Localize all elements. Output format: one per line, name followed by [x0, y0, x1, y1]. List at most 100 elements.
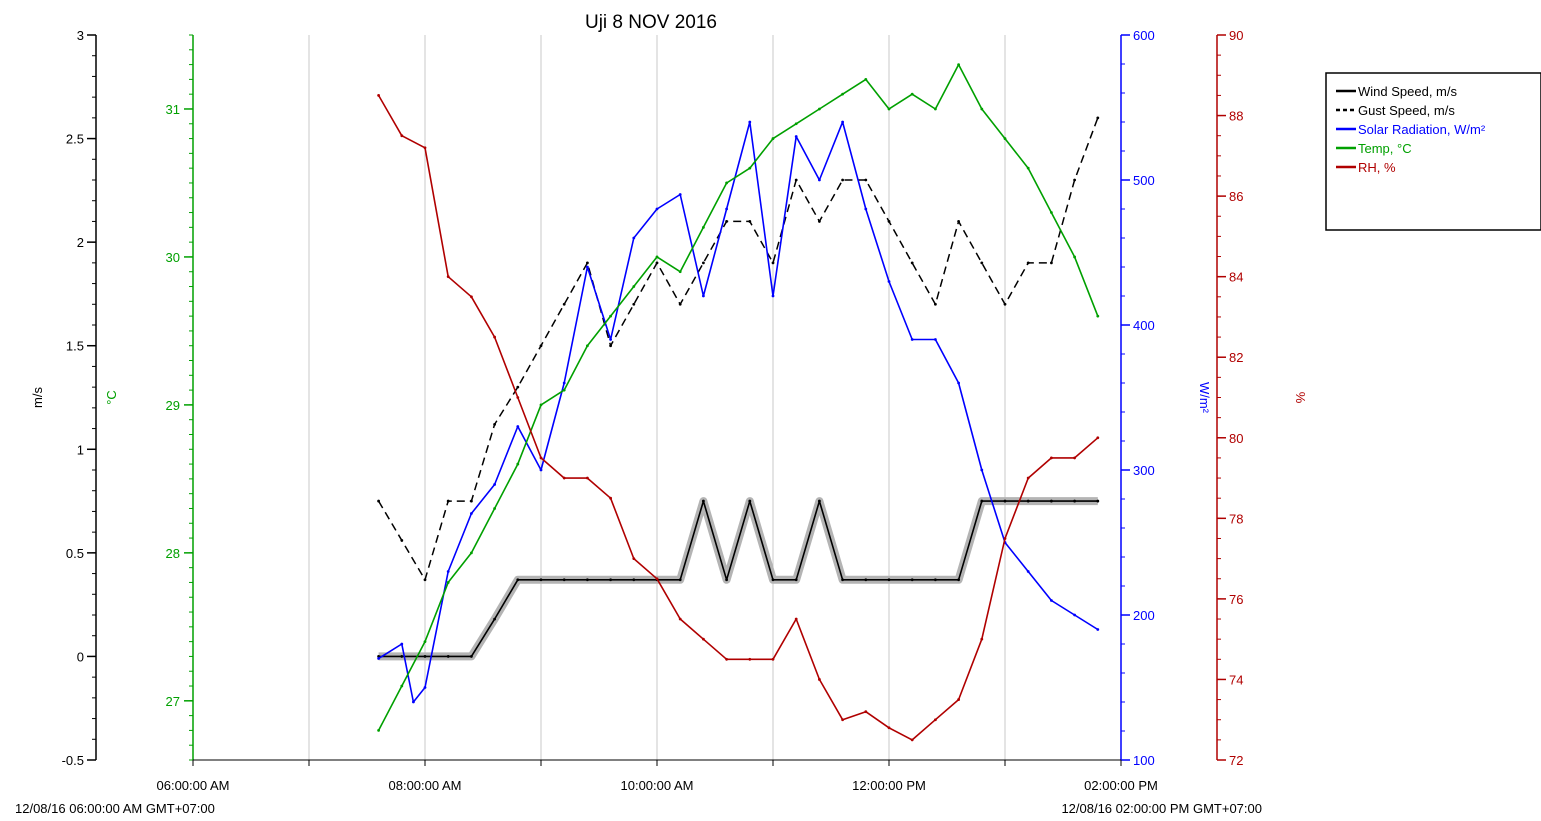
- data-point: [470, 295, 473, 299]
- data-point: [748, 166, 752, 170]
- data-point: [725, 181, 728, 185]
- data-point: [1050, 456, 1053, 460]
- data-point: [887, 578, 891, 582]
- wind-tick-label: -0.5: [62, 753, 84, 768]
- data-point: [887, 220, 891, 223]
- wind-tick-label: 1.5: [66, 339, 84, 354]
- data-point: [910, 338, 914, 341]
- solar-tick-label: 500: [1133, 173, 1155, 188]
- x-tick-label: 08:00:00 AM: [389, 778, 462, 793]
- temp-tick-label: 28: [166, 546, 180, 561]
- data-point: [632, 578, 636, 582]
- solar-tick-label: 400: [1133, 318, 1155, 333]
- data-point: [980, 261, 984, 265]
- x-tick-label: 06:00:00 AM: [157, 778, 230, 793]
- data-point: [516, 425, 520, 428]
- data-point: [934, 718, 937, 722]
- data-point: [562, 476, 566, 480]
- data-point: [1096, 499, 1100, 503]
- data-point: [910, 738, 914, 742]
- rh-tick-label: 84: [1229, 270, 1243, 285]
- x-range-start-label: 12/08/16 06:00:00 AM GMT+07:00: [15, 801, 215, 816]
- data-point: [423, 686, 427, 689]
- data-point: [678, 193, 682, 196]
- data-point: [818, 107, 821, 111]
- data-point: [1003, 137, 1007, 140]
- data-point: [412, 700, 415, 704]
- data-point: [609, 578, 612, 582]
- data-point: [400, 684, 404, 688]
- x-tick-label: 10:00:00 AM: [621, 778, 694, 793]
- data-point: [957, 220, 960, 223]
- data-point: [1003, 302, 1007, 306]
- data-point: [400, 134, 404, 138]
- rh-tick-label: 82: [1229, 350, 1243, 365]
- data-point: [609, 344, 612, 348]
- wind-tick-label: 0.5: [66, 546, 84, 561]
- data-point: [1096, 116, 1100, 120]
- rh-tick-label: 86: [1229, 189, 1243, 204]
- data-point: [1050, 211, 1053, 214]
- data-point: [493, 335, 496, 339]
- data-point: [841, 718, 844, 722]
- data-point: [1096, 314, 1100, 318]
- data-point: [632, 236, 636, 240]
- data-point: [516, 396, 520, 399]
- data-point: [864, 77, 868, 81]
- data-point: [470, 499, 473, 503]
- rh-tick-label: 78: [1229, 511, 1243, 526]
- data-point: [1050, 261, 1053, 265]
- data-point: [841, 120, 844, 124]
- legend-box: [1325, 72, 1541, 231]
- solar-tick-label: 300: [1133, 463, 1155, 478]
- data-point: [539, 344, 543, 348]
- data-point: [887, 280, 891, 283]
- data-point: [516, 462, 520, 466]
- data-point: [980, 468, 984, 472]
- data-point: [400, 655, 404, 658]
- data-point: [910, 92, 914, 96]
- wind-tick-label: 2.5: [66, 132, 84, 147]
- data-point: [423, 640, 427, 644]
- data-point: [539, 468, 543, 472]
- data-point: [910, 578, 914, 582]
- data-point: [934, 338, 937, 341]
- series-line: [377, 63, 1099, 731]
- data-point: [748, 220, 752, 223]
- data-point: [748, 120, 752, 124]
- temp-tick-label: 29: [166, 398, 180, 413]
- data-point: [1026, 476, 1030, 480]
- data-point: [980, 637, 984, 641]
- solar-tick-label: 100: [1133, 753, 1155, 768]
- data-point: [586, 344, 589, 348]
- chart-title: Uji 8 NOV 2016: [585, 12, 717, 33]
- data-point: [423, 578, 427, 582]
- data-point: [562, 302, 566, 306]
- data-point: [586, 261, 589, 265]
- rh-tick-label: 88: [1229, 109, 1243, 124]
- data-point: [1026, 570, 1030, 573]
- temp-tick-label: 30: [166, 250, 180, 265]
- data-point: [725, 578, 728, 582]
- data-point: [794, 135, 798, 138]
- legend-label: RH, %: [1358, 160, 1396, 175]
- data-point: [400, 642, 404, 646]
- data-point: [377, 94, 380, 97]
- data-point: [1026, 261, 1030, 265]
- data-point: [632, 557, 636, 561]
- data-point: [864, 578, 868, 582]
- data-point: [771, 294, 775, 298]
- data-point: [771, 261, 775, 265]
- data-point: [794, 122, 798, 126]
- data-point: [678, 617, 682, 621]
- data-point: [934, 578, 937, 582]
- temp-tick-label: 31: [166, 102, 180, 117]
- data-point: [864, 710, 868, 714]
- legend-label: Temp, °C: [1358, 141, 1412, 156]
- x-tick-label: 02:00:00 PM: [1084, 778, 1158, 793]
- data-point: [609, 496, 612, 500]
- plot-area: [377, 63, 1100, 742]
- data-point: [748, 499, 752, 503]
- data-point: [864, 207, 868, 211]
